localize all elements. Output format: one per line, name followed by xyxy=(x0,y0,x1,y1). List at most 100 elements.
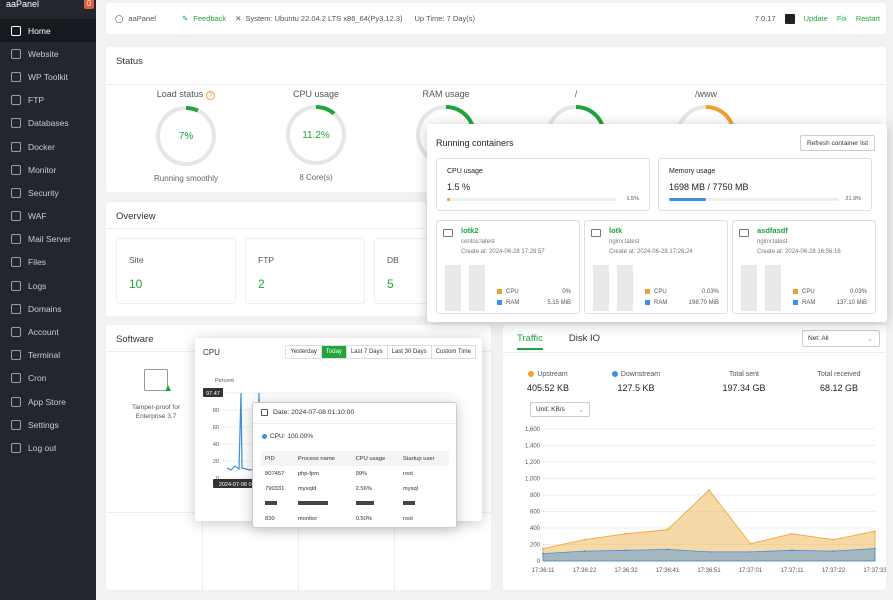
container-card[interactable]: lotk2 centos:latest Create at: 2024-06-28 … xyxy=(436,220,580,314)
notification-badge[interactable]: 0 xyxy=(83,0,94,9)
overview-label: DB xyxy=(387,255,399,265)
sidebar-item-terminal[interactable]: Terminal xyxy=(0,344,96,367)
sidebar-item-app-store[interactable]: App Store xyxy=(0,390,96,413)
marker-box xyxy=(203,388,223,397)
cell: 830 xyxy=(265,515,275,522)
container-name[interactable]: asdfasdf xyxy=(757,226,788,235)
gauge-0[interactable]: Load status? 7% Running smoothly xyxy=(136,89,236,183)
cron-icon xyxy=(11,373,21,384)
overview-title: Overview xyxy=(116,211,156,222)
data-point xyxy=(708,489,710,491)
container-card[interactable]: asdfasdf nginx:latest Create at: 2024-06-2… xyxy=(732,220,876,314)
container-name[interactable]: lotk xyxy=(609,226,623,235)
cell: 807457 xyxy=(265,470,285,477)
mail-server-icon xyxy=(11,234,21,245)
tab-last-30-days[interactable]: Last 30 Days xyxy=(388,346,432,358)
tab-last-7-days[interactable]: Last 7 Days xyxy=(347,346,388,358)
net-select[interactable]: Net: All ⌄ xyxy=(802,330,880,347)
sidebar-item-website[interactable]: Website xyxy=(0,42,96,65)
brand-name: aaPanel xyxy=(6,0,40,9)
sidebar-item-label: App Store xyxy=(28,396,66,407)
fix-button[interactable]: Fix xyxy=(836,14,847,23)
tab-disk-io[interactable]: Disk IO xyxy=(568,333,601,344)
cell: monitor xyxy=(297,515,318,522)
font-icon[interactable] xyxy=(784,13,795,24)
redacted-block xyxy=(265,500,277,505)
data-point xyxy=(832,538,835,541)
stat-total-received: Total received 68.12 GB xyxy=(804,371,874,393)
data-point xyxy=(874,547,876,550)
column-header: Startup user xyxy=(398,451,449,466)
settings-icon xyxy=(11,419,21,430)
cpu-dot-icon xyxy=(262,433,267,439)
sidebar-item-label: Cron xyxy=(28,373,47,384)
cell: mysql xyxy=(402,485,419,492)
stat-value: 127.5 KB xyxy=(617,383,655,393)
gauge-ring: 11.2% xyxy=(286,105,346,165)
tooltip-date: Date: 2024-07-08 01:10:00 xyxy=(273,409,355,416)
software-item-label: Tamper-proof for Enterprise 3.7 xyxy=(131,404,181,420)
feedback-link[interactable]: Feedback xyxy=(193,14,227,23)
sidebar-item-wp-toolkit[interactable]: WP Toolkit xyxy=(0,65,96,88)
data-point xyxy=(749,542,752,545)
tab-custom-time[interactable]: Custom Time xyxy=(435,349,471,355)
chevron-down-icon: ⌄ xyxy=(578,406,584,414)
sidebar-item-mail-server[interactable]: Mail Server xyxy=(0,228,96,251)
sidebar-item-docker[interactable]: Docker xyxy=(0,135,96,158)
marker-label: 97.47 xyxy=(206,391,220,397)
sidebar-item-monitor[interactable]: Monitor xyxy=(0,158,96,181)
software-item[interactable]: ▲ Tamper-proof for Enterprise 3.7 xyxy=(120,365,192,421)
y-tick-label: 0 xyxy=(537,559,541,565)
sidebar-item-account[interactable]: Account xyxy=(0,320,96,343)
data-point xyxy=(666,548,669,551)
data-point xyxy=(666,528,669,531)
sidebar-item-security[interactable]: Security xyxy=(0,181,96,204)
domains-icon xyxy=(11,303,21,314)
restart-button[interactable]: Restart xyxy=(855,14,880,23)
sidebar-item-files[interactable]: Files xyxy=(0,251,96,274)
sidebar-item-logs[interactable]: Logs xyxy=(0,274,96,297)
overview-site[interactable]: Site 10 xyxy=(116,238,236,304)
sidebar-item-home[interactable]: Home xyxy=(0,19,96,43)
sidebar-item-log-out[interactable]: Log out xyxy=(0,436,96,459)
cpu-usage-bar xyxy=(447,198,617,201)
help-icon[interactable]: ? xyxy=(206,91,216,100)
sidebar-item-cron[interactable]: Cron xyxy=(0,367,96,390)
sidebar-item-waf[interactable]: WAF xyxy=(0,205,96,228)
update-button[interactable]: Update xyxy=(803,14,828,23)
data-point xyxy=(542,552,544,555)
container-name[interactable]: lotk2 xyxy=(461,226,479,235)
refresh-container-button[interactable]: Refresh container list xyxy=(800,135,875,151)
sidebar-item-label: FTP xyxy=(28,95,45,106)
sidebar-item-domains[interactable]: Domains xyxy=(0,297,96,320)
sidebar-item-databases[interactable]: Databases xyxy=(0,112,96,135)
cpu-legend: CPU xyxy=(793,289,815,295)
gauge-value: 7% xyxy=(178,130,194,142)
overview-ftp[interactable]: FTP 2 xyxy=(245,238,365,304)
data-point xyxy=(749,551,752,553)
overview-label: FTP xyxy=(258,255,275,265)
sidebar-item-ftp[interactable]: FTP xyxy=(0,89,96,112)
sidebar-item-label: Website xyxy=(28,48,59,59)
container-card[interactable]: lotk nginx:latest Create at: 2024-06-28 17… xyxy=(584,220,728,314)
tab-yesterday[interactable]: Yesterday xyxy=(286,346,322,358)
monitor-icon xyxy=(11,164,21,175)
sidebar-item-label: Logs xyxy=(28,280,47,291)
container-cpu-summary: CPU usage 1.5 % 1.5% xyxy=(436,158,650,211)
x-tick-label: 17:36:22 xyxy=(573,568,597,574)
user-name[interactable]: aaPanel xyxy=(128,14,156,23)
x-tick-label: 17:37:11 xyxy=(781,568,805,574)
cpu-column xyxy=(445,265,461,311)
tab-traffic[interactable]: Traffic xyxy=(517,333,543,350)
sidebar-item-settings[interactable]: Settings xyxy=(0,413,96,436)
unit-select[interactable]: Unit: KB/s ⌄ xyxy=(530,402,590,417)
version: 7.0.17 xyxy=(754,14,776,23)
stat-label: Total sent xyxy=(729,371,759,378)
cpu-column xyxy=(593,265,609,311)
gauge-1[interactable]: CPU usage 11.2% 8 Core(s) xyxy=(266,89,366,182)
cell: root xyxy=(402,470,413,477)
tab-today[interactable]: Today xyxy=(321,346,347,358)
overview-card: Overview Site 10 FTP 2 DB 5 xyxy=(106,202,494,316)
monitor-icon xyxy=(739,229,749,237)
user-icon: ◯ xyxy=(115,14,124,23)
